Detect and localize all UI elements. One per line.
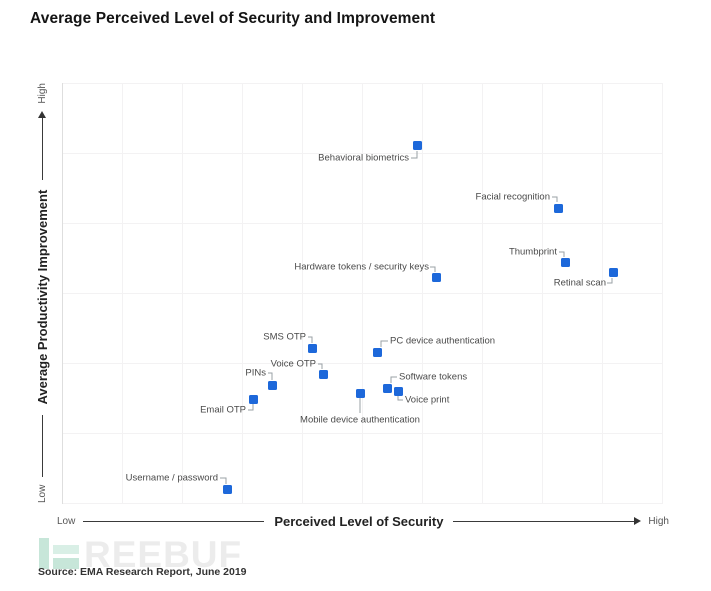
watermark-logo-icon — [39, 538, 49, 569]
x-axis-title: Perceived Level of Security — [274, 513, 444, 529]
y-axis: Low Average Productivity Improvement Hig… — [34, 83, 50, 503]
y-axis-line — [41, 117, 43, 180]
y-axis-arrow-icon — [38, 110, 46, 118]
y-axis-line — [41, 414, 43, 477]
x-axis-arrow-icon — [634, 517, 642, 525]
x-axis-max-label: High — [648, 515, 669, 527]
freebuf-watermark: REEBUF — [38, 533, 298, 581]
y-axis-max-label: High — [36, 83, 48, 104]
y-axis-min-label: Low — [36, 484, 48, 503]
watermark-text: REEBUF — [84, 534, 243, 575]
x-axis-min-label: Low — [57, 515, 76, 527]
watermark-logo-icon — [53, 558, 79, 569]
watermark-logo-icon — [53, 545, 79, 554]
chart-title: Average Perceived Level of Security and … — [30, 10, 436, 27]
plot-area — [62, 83, 663, 504]
x-axis-line — [83, 520, 265, 522]
y-axis-title: Average Productivity Improvement — [34, 189, 50, 405]
plot-left-border — [62, 83, 63, 504]
x-axis: Low Perceived Level of Security High — [57, 513, 669, 529]
x-axis-line — [453, 520, 635, 522]
source-note: Source: EMA Research Report, June 2019 — [38, 566, 247, 578]
